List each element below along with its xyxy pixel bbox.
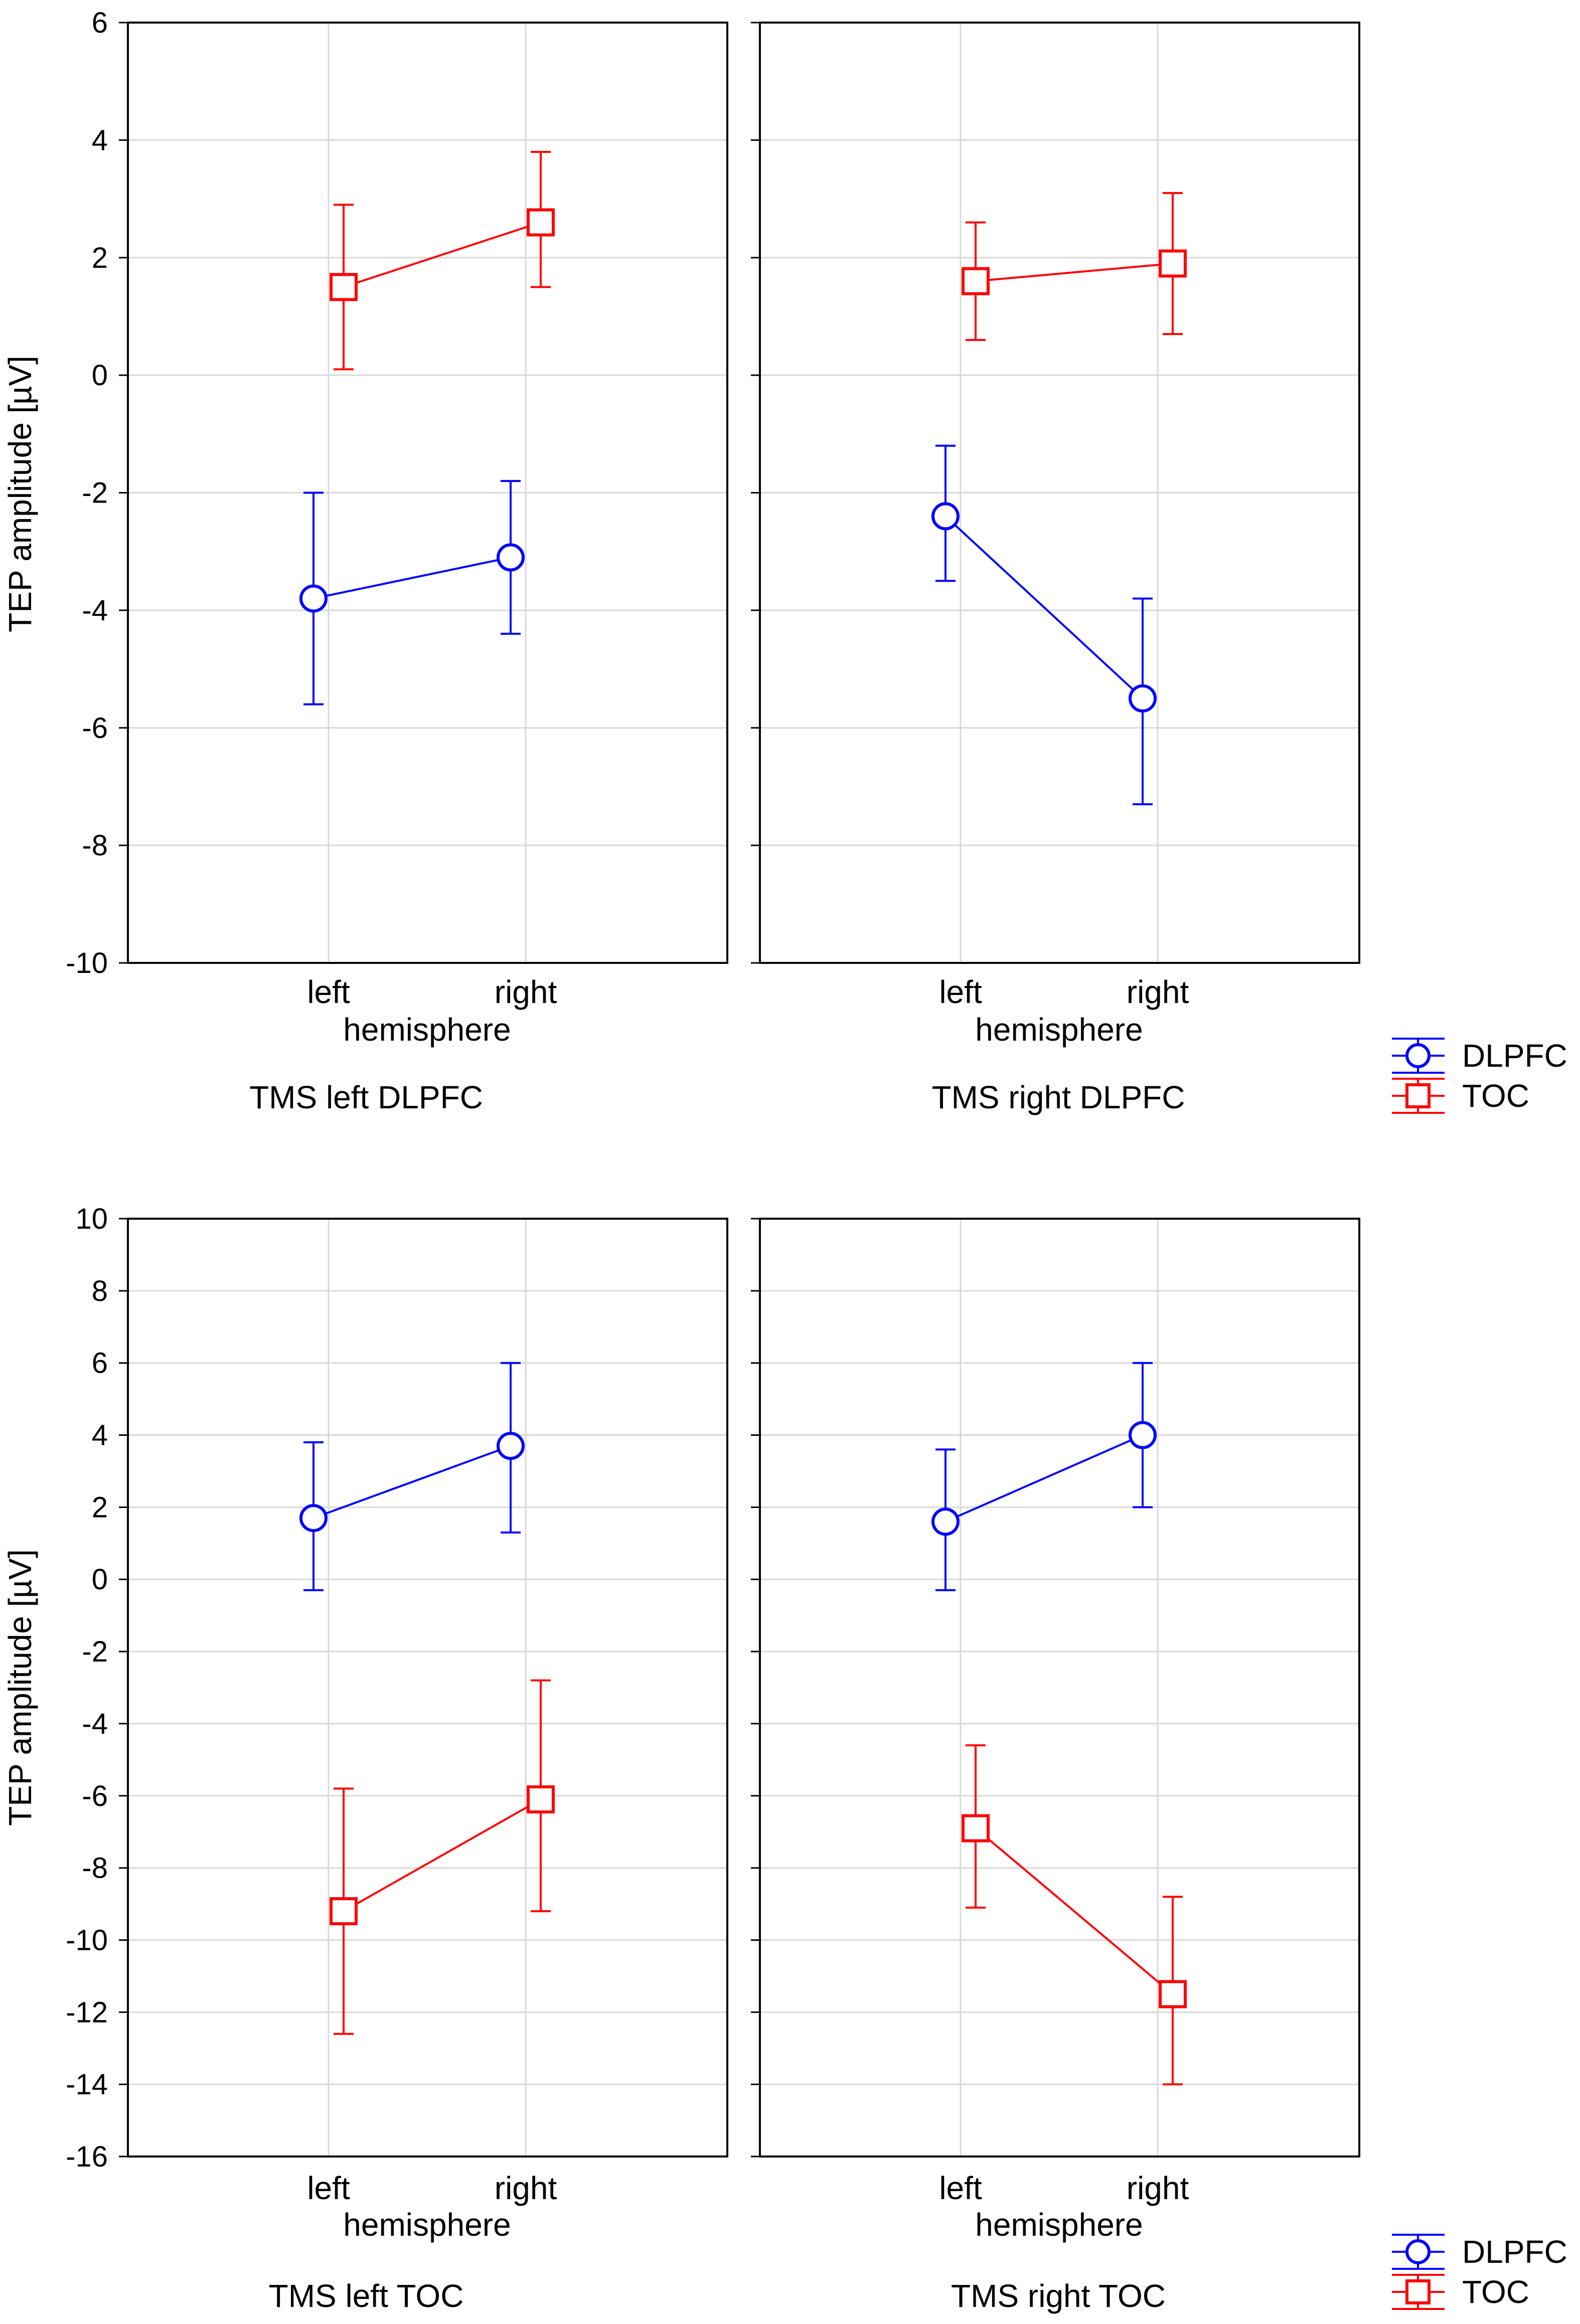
series-toc	[962, 192, 1187, 341]
series-toc	[330, 1679, 555, 2035]
y-tick-label: -2	[82, 477, 108, 510]
data-point	[299, 584, 328, 613]
series-line	[944, 515, 1144, 700]
y-tick-label: -12	[66, 1996, 108, 2029]
plot-frame	[127, 1218, 728, 2157]
y-tick-label: -2	[82, 1635, 108, 1668]
data-point	[527, 1785, 555, 1813]
legend-label-dlpfc: DLPFC	[1462, 2234, 1567, 2270]
y-tick-label: 6	[92, 1347, 108, 1380]
plot-frame	[759, 1218, 1360, 2157]
data-point	[1159, 1980, 1187, 2009]
series-toc	[330, 150, 555, 371]
y-tick-label: 4	[92, 124, 108, 156]
y-tick-label: 0	[92, 359, 108, 392]
x-tick-label-left: left	[939, 2170, 982, 2206]
panel-title: TMS right DLPFC	[932, 1079, 1185, 1115]
panel-title: TMS left TOC	[269, 2278, 464, 2314]
x-axis-label: hemisphere	[343, 1012, 511, 1048]
legend-marker	[1405, 2279, 1431, 2304]
plot-frame	[127, 22, 728, 964]
y-tick-label: -14	[66, 2068, 108, 2101]
y-tick-label: -10	[66, 1924, 108, 1956]
series-line	[343, 221, 541, 288]
x-axis-label: hemisphere	[975, 1012, 1143, 1048]
series-dlpfc	[931, 444, 1157, 805]
series-line	[975, 1827, 1174, 1995]
x-axis-label: hemisphere	[975, 2207, 1143, 2243]
legend-label-dlpfc: DLPFC	[1462, 1038, 1567, 1074]
x-tick-label-left: left	[939, 974, 982, 1010]
legend-marker	[1405, 1083, 1431, 1108]
y-tick-label: -8	[82, 1852, 108, 1885]
series-line	[945, 1434, 1143, 1523]
data-point	[497, 1432, 525, 1460]
y-tick-label: 4	[92, 1419, 108, 1452]
x-tick-label-left: left	[307, 2170, 350, 2206]
y-tick-label: 0	[92, 1563, 108, 1596]
data-point	[931, 502, 960, 531]
data-point	[330, 1897, 358, 1925]
series-line	[343, 1798, 541, 1912]
series-dlpfc	[299, 1362, 525, 1591]
data-point	[1129, 684, 1157, 713]
y-tick-label: -4	[82, 594, 108, 627]
data-point	[962, 267, 990, 295]
data-point	[299, 1504, 328, 1532]
panel-title: TMS left DLPFC	[249, 1079, 483, 1115]
y-tick-label: -4	[82, 1708, 108, 1740]
series-dlpfc	[299, 480, 525, 706]
y-tick-label: -16	[66, 2140, 108, 2173]
data-point	[1159, 249, 1187, 278]
legend-marker	[1405, 1043, 1431, 1068]
y-tick-label: 6	[92, 7, 108, 39]
x-axis-label: hemisphere	[343, 2207, 511, 2243]
y-tick-label: 10	[75, 1203, 108, 1235]
series-toc	[962, 1744, 1187, 2086]
series-line	[313, 556, 511, 600]
y-tick-label: -6	[82, 712, 108, 744]
y-axis-label-2: TEP amplitude [µV]	[2, 1549, 38, 1826]
y-tick-label: -8	[82, 829, 108, 862]
y-tick-label: -6	[82, 1780, 108, 1812]
data-point	[1129, 1421, 1157, 1449]
panel-3: 10 8 6 4 2 0 -2 -4 -6 -8 -10 -12 -14 -16 left righthemi…	[66, 1203, 728, 2314]
legend-1: DLPFC TOC	[1392, 1038, 1567, 1114]
plot-frame	[759, 22, 1360, 964]
legend-label-toc: TOC	[1462, 1078, 1529, 1114]
data-point	[527, 208, 555, 237]
series-line	[313, 1445, 511, 1519]
data-point	[962, 1814, 990, 1843]
y-tick-label: 2	[92, 1491, 108, 1524]
y-tick-label: 8	[92, 1275, 108, 1307]
series-dlpfc	[931, 1362, 1157, 1591]
panel-title: TMS right TOC	[951, 2278, 1166, 2314]
legend-2: DLPFC TOC	[1392, 2234, 1567, 2310]
x-tick-label-right: right	[495, 974, 557, 1010]
x-tick-label-left: left	[307, 974, 350, 1010]
x-tick-label-right: right	[495, 2170, 557, 2206]
data-point	[330, 273, 358, 301]
x-tick-label-right: right	[1127, 974, 1189, 1010]
data-point	[931, 1508, 960, 1536]
y-axis-label-1: TEP amplitude [µV]	[2, 356, 38, 632]
y-tick-label: -10	[66, 947, 108, 979]
y-tick-label: 2	[92, 242, 108, 274]
data-point	[497, 543, 525, 572]
series-line	[975, 262, 1173, 282]
x-tick-label-right: right	[1127, 2170, 1189, 2206]
legend-marker	[1405, 2239, 1431, 2264]
legend-label-toc: TOC	[1462, 2274, 1529, 2310]
